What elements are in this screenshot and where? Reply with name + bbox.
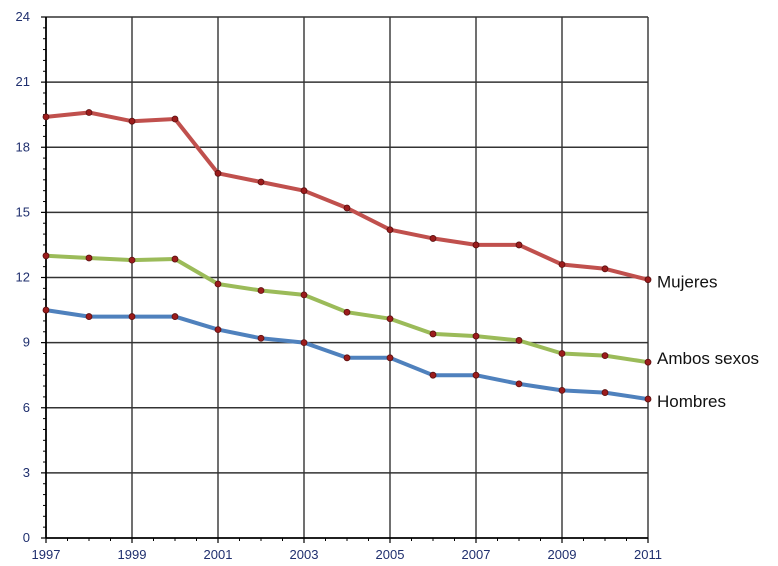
y-tick-label: 21 (16, 74, 30, 89)
data-point-mujeres (171, 115, 179, 123)
data-point-ambos-sexos (429, 330, 437, 338)
y-tick-label: 15 (16, 204, 30, 219)
data-point-ambos-sexos (214, 280, 222, 288)
data-point-hombres (85, 313, 93, 320)
data-point-ambos-sexos (601, 352, 609, 360)
series-ambos-sexos (42, 252, 652, 366)
data-point-mujeres (343, 204, 351, 212)
data-point-hombres (214, 326, 222, 334)
x-tick-labels: 1997 1999 2001 2003 2005 2007 2009 2011 (32, 547, 662, 562)
data-point-hombres (601, 389, 609, 396)
x-tick-label: 1997 (32, 547, 61, 562)
data-point-mujeres (515, 241, 523, 249)
data-point-mujeres (257, 178, 265, 186)
series-labels: Mujeres Ambos sexos Hombres (657, 273, 759, 411)
data-point-hombres (515, 380, 523, 388)
x-tick-label: 1999 (118, 547, 147, 562)
data-point-hombres (429, 371, 437, 379)
y-tick-label: 6 (23, 400, 30, 415)
series-line-mujeres (44, 110, 650, 282)
y-tick-label: 0 (23, 530, 30, 545)
series-lines (42, 109, 652, 403)
data-point-ambos-sexos (171, 255, 179, 263)
data-point-ambos-sexos (558, 350, 566, 357)
data-point-ambos-sexos (85, 254, 93, 262)
data-point-ambos-sexos (472, 332, 480, 340)
data-point-mujeres (386, 226, 394, 234)
data-point-hombres (171, 313, 179, 320)
data-point-mujeres (214, 169, 222, 177)
data-point-ambos-sexos (386, 315, 394, 323)
data-point-ambos-sexos (343, 308, 351, 316)
data-point-hombres (257, 334, 265, 342)
data-point-ambos-sexos (644, 358, 652, 366)
series-mujeres (42, 109, 652, 284)
y-tick-labels: 0 3 6 9 12 15 18 21 24 (16, 9, 30, 545)
data-point-ambos-sexos (128, 256, 136, 264)
series-hombres (42, 306, 652, 403)
minor-ticks (43, 27, 627, 541)
data-point-ambos-sexos (515, 337, 523, 344)
x-tick-label: 2005 (376, 547, 405, 562)
data-point-ambos-sexos (42, 252, 50, 260)
x-tick-label: 2003 (290, 547, 319, 562)
data-point-ambos-sexos (300, 291, 308, 299)
data-point-mujeres (472, 241, 480, 249)
data-point-hombres (558, 386, 566, 394)
y-tick-label: 18 (16, 139, 30, 154)
data-point-ambos-sexos (257, 287, 265, 294)
grid (46, 16, 649, 538)
data-point-hombres (128, 313, 136, 320)
data-point-mujeres (128, 117, 136, 125)
data-point-mujeres (429, 235, 437, 242)
series-label-hombres: Hombres (657, 392, 726, 411)
y-tick-label: 3 (23, 465, 30, 480)
x-tick-label: 2011 (634, 547, 662, 562)
series-label-ambos-sexos: Ambos sexos (657, 349, 759, 368)
y-tick-label: 9 (23, 335, 30, 350)
data-point-hombres (42, 306, 50, 314)
data-point-mujeres (601, 265, 609, 273)
data-point-mujeres (85, 109, 93, 116)
data-point-mujeres (42, 113, 50, 121)
data-point-mujeres (558, 261, 566, 268)
series-label-mujeres: Mujeres (657, 273, 717, 292)
data-point-hombres (386, 354, 394, 362)
data-point-hombres (472, 371, 480, 379)
data-point-mujeres (300, 187, 308, 195)
x-tick-label: 2007 (462, 547, 491, 562)
y-tick-label: 24 (16, 9, 30, 24)
data-point-hombres (644, 395, 652, 403)
x-tick-label: 2001 (204, 547, 233, 562)
x-tick-label: 2009 (548, 547, 577, 562)
data-point-hombres (300, 339, 308, 347)
data-point-mujeres (644, 276, 652, 284)
data-point-hombres (343, 354, 351, 362)
y-tick-label: 12 (16, 270, 30, 285)
